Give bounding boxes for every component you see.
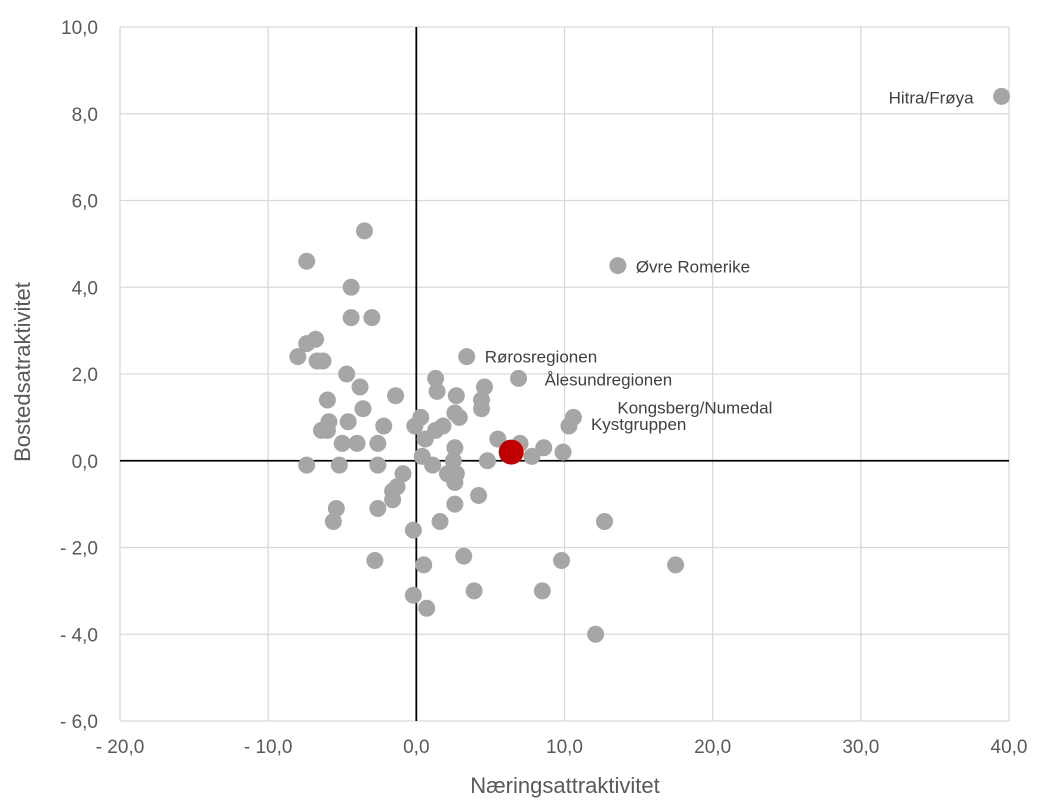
data-point: [404, 586, 422, 604]
data-point: [535, 439, 553, 457]
data-point: [404, 521, 422, 539]
data-point: [444, 452, 462, 470]
data-point: [465, 582, 483, 600]
data-point: [478, 452, 496, 470]
data-point: [327, 499, 345, 517]
x-axis-tick-labels: - 20,0 - 10,0 0,0 10,0 20,0 30,0 40,0: [96, 737, 1028, 758]
data-point: [351, 378, 369, 396]
labeled-data-point: [458, 348, 476, 366]
data-point: [339, 413, 357, 431]
zero-axes: [120, 27, 1009, 721]
data-point: [489, 430, 507, 448]
labeled-data-point: [609, 257, 627, 275]
data-point: [587, 625, 605, 643]
data-point: [418, 599, 436, 617]
labeled-data-point: [993, 87, 1011, 105]
data-point: [363, 309, 381, 327]
point-label: Kongsberg/Numedal: [617, 398, 772, 417]
point-label: Øvre Romerike: [636, 258, 750, 277]
data-point: [324, 512, 342, 530]
data-point: [289, 348, 307, 366]
data-point: [434, 417, 452, 435]
data-point: [333, 434, 351, 452]
x-tick-label: 20,0: [694, 737, 731, 758]
data-point: [384, 482, 402, 500]
data-point: [428, 382, 446, 400]
x-tick-label: - 20,0: [96, 737, 145, 758]
y-tick-label: - 4,0: [60, 625, 98, 646]
data-point: [446, 439, 464, 457]
labeled-data-point: [510, 369, 528, 387]
data-point: [554, 443, 572, 461]
data-point: [475, 378, 493, 396]
data-point: [667, 556, 685, 574]
y-tick-label: 2,0: [72, 365, 98, 386]
point-label: Hitra/Frøya: [889, 88, 975, 107]
gridlines: [119, 26, 1010, 722]
data-point: [470, 486, 488, 504]
y-tick-label: - 6,0: [60, 712, 98, 733]
data-point: [354, 400, 372, 418]
data-point: [318, 421, 336, 439]
data-point: [338, 365, 356, 383]
y-tick-label: 4,0: [72, 278, 98, 299]
data-point: [355, 222, 373, 240]
data-point: [342, 278, 360, 296]
data-point: [455, 547, 473, 565]
data-point: [415, 556, 433, 574]
x-tick-label: 10,0: [546, 737, 583, 758]
data-point: [427, 369, 445, 387]
x-tick-label: 40,0: [991, 737, 1028, 758]
data-point: [523, 447, 541, 465]
data-point: [369, 434, 387, 452]
y-tick-label: 10,0: [61, 18, 98, 39]
y-tick-label: 8,0: [72, 105, 98, 126]
data-point: [298, 252, 316, 270]
y-tick-label: 6,0: [72, 192, 98, 213]
x-tick-label: 30,0: [842, 737, 879, 758]
point-labels: Hitra/Frøya Øvre Romerike Rørosregionen Åle…: [485, 88, 974, 434]
point-label: Ålesundregionen: [545, 370, 673, 389]
data-point: [348, 434, 366, 452]
data-point: [394, 465, 412, 483]
data-point: [342, 309, 360, 327]
data-point: [406, 417, 424, 435]
data-point: [431, 512, 449, 530]
data-point: [553, 552, 571, 570]
data-point: [369, 499, 387, 517]
data-point: [366, 552, 384, 570]
point-label: Kystgruppen: [591, 415, 686, 434]
data-point: [318, 391, 336, 409]
data-point: [298, 456, 316, 474]
data-point: [473, 400, 491, 418]
y-axis-tick-labels: - 6,0 - 4,0 - 2,0 0,0 2,0 4,0 6,0 8,0 10,0: [60, 18, 98, 733]
labeled-data-point: [560, 417, 578, 435]
data-point: [446, 495, 464, 513]
point-label: Rørosregionen: [485, 348, 597, 367]
data-points: [289, 87, 1011, 643]
data-point: [330, 456, 348, 474]
y-tick-label: 0,0: [72, 452, 98, 473]
data-point: [447, 387, 465, 405]
data-point: [446, 404, 464, 422]
y-tick-label: - 2,0: [60, 539, 98, 560]
data-point: [369, 456, 387, 474]
data-point: [424, 456, 442, 474]
data-point: [387, 387, 405, 405]
highlighted-data-point: [498, 439, 524, 465]
data-point: [596, 512, 614, 530]
data-point: [314, 352, 332, 370]
x-axis-title: Næringsattraktivitet: [470, 773, 660, 798]
x-tick-label: 0,0: [403, 737, 429, 758]
data-point: [307, 330, 325, 348]
data-point: [446, 473, 464, 491]
y-axis-title: Bostedsatraktivitet: [10, 282, 35, 462]
data-point: [375, 417, 393, 435]
x-tick-label: - 10,0: [244, 737, 293, 758]
data-point: [533, 582, 551, 600]
